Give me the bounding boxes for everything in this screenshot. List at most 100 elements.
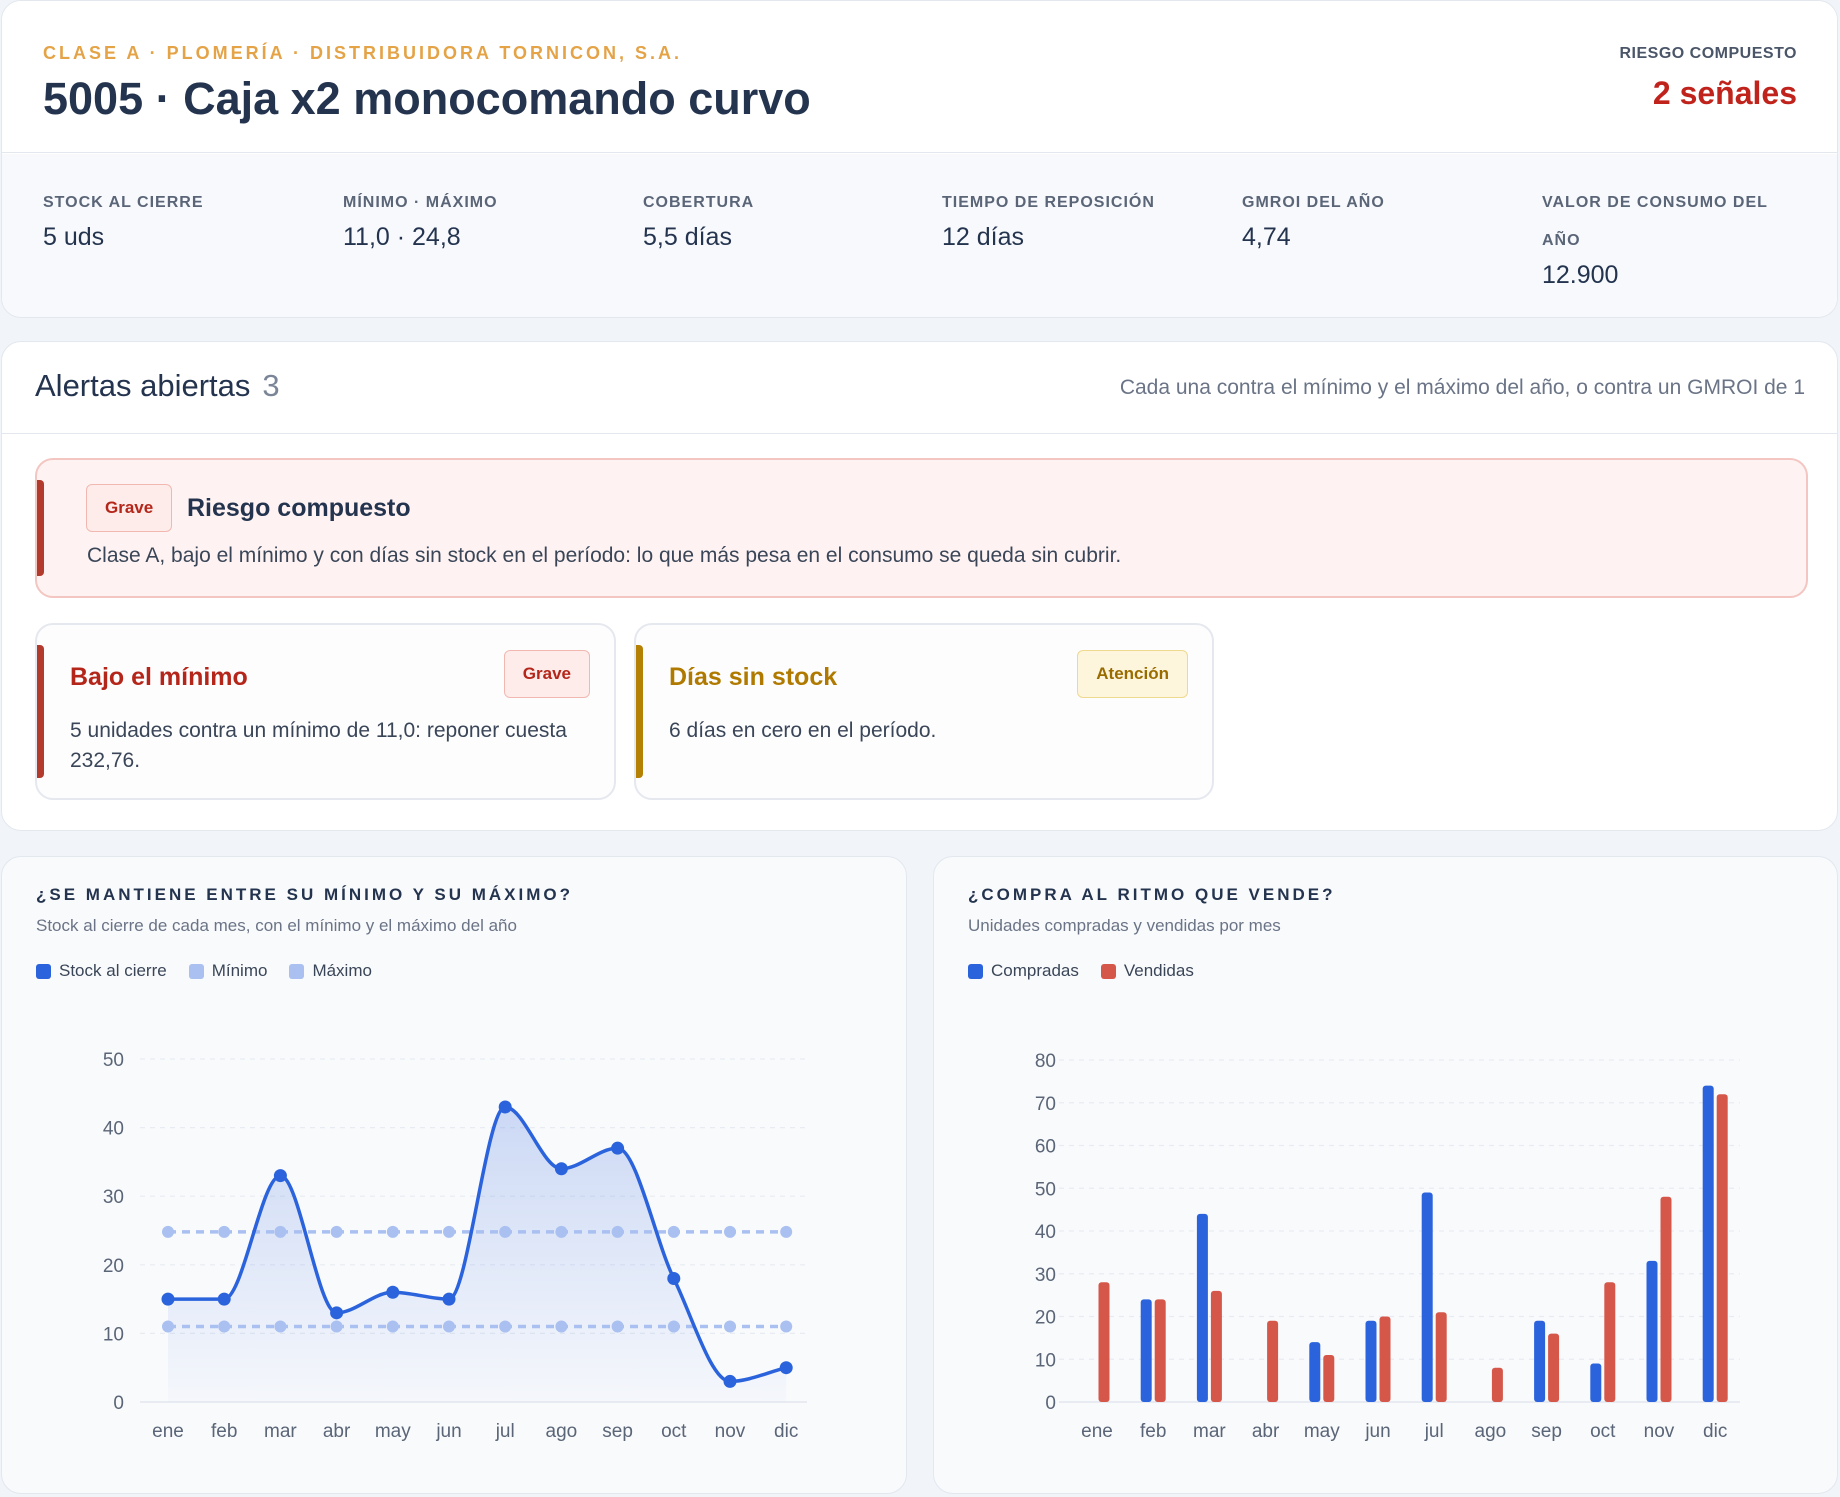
legend-swatch: [188, 963, 204, 979]
alert-dias-sin-stock[interactable]: Días sin stock Atención 6 días en cero e…: [634, 623, 1214, 800]
kpi-label: GMROI DEL AÑO: [1242, 194, 1385, 211]
legend-item-stock[interactable]: Stock al cierre: [36, 961, 167, 981]
severity-bar: [636, 645, 643, 778]
risk-label: RIESGO COMPUESTO: [1619, 45, 1797, 62]
alerts-card: Alertas abiertas 3 Cada una contra el mín…: [1, 341, 1838, 831]
x-tick-label: mar: [1193, 1421, 1226, 1442]
kpi-label: COBERTURA: [643, 194, 755, 211]
alert-bajo-minimo[interactable]: Bajo el mínimo Grave 5 unidades contra u…: [35, 623, 616, 800]
minimo-point: [611, 1320, 624, 1333]
stock-point: [386, 1285, 400, 1299]
minimo-point: [274, 1320, 287, 1333]
alerts-count: 3: [262, 368, 280, 403]
maximo-point: [611, 1225, 624, 1238]
kpi-gmroi: GMROI DEL AÑO 4,74: [1242, 184, 1512, 252]
bar-compradas: [1421, 1192, 1433, 1402]
kpi-value: 12.900: [1542, 261, 1619, 289]
maximo-point: [780, 1225, 793, 1238]
kpi-label: VALOR DE CONSUMO DEL AÑO: [1542, 194, 1768, 249]
legend-item-vendidas[interactable]: Vendidas: [1100, 961, 1194, 981]
alerts-title-text: Alertas abiertas: [35, 368, 251, 403]
x-tick-label: abr: [323, 1421, 351, 1442]
x-tick-label: ago: [1475, 1421, 1507, 1442]
x-tick-label: sep: [602, 1421, 633, 1442]
bar-vendidas: [1660, 1196, 1672, 1402]
y-tick-label: 50: [1035, 1179, 1056, 1200]
x-tick-label: nov: [715, 1421, 746, 1442]
legend-label: Stock al cierre: [59, 961, 167, 980]
stock-chart: 0 10 20 30 40 50 ene feb mar abr may jun jul ago sep oc…: [103, 1050, 807, 1442]
bar-vendidas: [1379, 1316, 1391, 1402]
bar-vendidas: [1210, 1290, 1222, 1402]
y-tick-label: 30: [103, 1187, 124, 1208]
bar-compradas: [1140, 1299, 1152, 1402]
legend-swatch: [1100, 963, 1116, 979]
bar-compradas: [1365, 1320, 1377, 1402]
kpi-value: 5 uds: [43, 223, 105, 251]
legend-item-compradas[interactable]: Compradas: [968, 961, 1079, 981]
compras-chart: 0 10 20 30 40 50 60 70 80 ene feb mar abr may jun jul ag…: [1035, 1051, 1740, 1442]
legend-item-minimo[interactable]: Mínimo: [188, 961, 267, 981]
x-tick-label: feb: [211, 1421, 237, 1442]
severity-badge: Grave: [503, 650, 590, 698]
x-tick-label: jun: [1364, 1421, 1390, 1442]
chart-title: ¿COMPRA AL RITMO QUE VENDE?: [968, 885, 1336, 904]
alert-description: Clase A, bajo el mínimo y con días sin s…: [87, 544, 1122, 567]
minimo-point: [162, 1320, 174, 1333]
maximo-point: [162, 1225, 174, 1238]
risk-value: 2 señales: [1652, 75, 1797, 111]
alert-riesgo-compuesto[interactable]: Grave Riesgo compuesto Clase A, bajo el …: [35, 458, 1808, 598]
x-tick-label: mar: [264, 1421, 297, 1442]
minimo-point: [218, 1320, 231, 1333]
x-tick-label: jul: [1424, 1421, 1444, 1442]
minimo-point: [724, 1320, 736, 1333]
bar-vendidas: [1491, 1367, 1503, 1402]
alerts-note: Cada una contra el mínimo y el máximo de…: [1119, 376, 1805, 399]
item-header-card: CLASE A · PLOMERÍA · DISTRIBUIDORA TORNI…: [1, 0, 1838, 318]
compras-chart-card: 0 10 20 30 40 50 60 70 80 ene feb mar abr may jun jul ag…: [933, 856, 1838, 1494]
bar-compradas: [1702, 1085, 1714, 1402]
chart-legend: Stock al cierre Mínimo Máximo: [36, 961, 372, 981]
kpi-label: STOCK AL CIERRE: [43, 194, 204, 211]
item-header: CLASE A · PLOMERÍA · DISTRIBUIDORA TORNI…: [2, 1, 1837, 153]
legend-swatch: [289, 963, 305, 979]
chart-title: ¿SE MANTIENE ENTRE SU MÍNIMO Y SU MÁXIMO…: [36, 885, 574, 904]
alerts-title: Alertas abiertas 3: [35, 368, 280, 404]
bar-compradas: [1309, 1342, 1321, 1402]
x-tick-label: sep: [1531, 1421, 1562, 1442]
bar-vendidas: [1267, 1320, 1279, 1402]
kpi-valor-consumo: VALOR DE CONSUMO DEL AÑO 12.900: [1542, 184, 1802, 290]
x-tick-label: nov: [1644, 1421, 1675, 1442]
y-tick-label: 30: [1035, 1265, 1056, 1286]
alert-description: 5 unidades contra un mínimo de 11,0: rep…: [70, 719, 567, 772]
y-tick-label: 20: [103, 1256, 124, 1277]
item-title: 5005 · Caja x2 monocomando curvo: [43, 73, 811, 124]
x-tick-label: oct: [661, 1421, 687, 1442]
legend-swatch: [36, 963, 51, 979]
stock-point: [498, 1100, 512, 1114]
x-tick-label: dic: [1703, 1421, 1727, 1442]
y-tick-label: 0: [113, 1393, 124, 1414]
kpi-min-max: MÍNIMO · MÁXIMO 11,0 · 24,8: [343, 184, 613, 252]
y-tick-label: 0: [1045, 1393, 1056, 1414]
minimo-point: [330, 1320, 343, 1333]
stock-point: [217, 1292, 231, 1306]
item-eyebrow: CLASE A · PLOMERÍA · DISTRIBUIDORA TORNI…: [43, 43, 683, 63]
y-tick-label: 40: [103, 1119, 124, 1140]
chart-subtitle: Stock al cierre de cada mes, con el míni…: [36, 916, 517, 935]
stock-point: [723, 1374, 737, 1388]
alert-title: Días sin stock: [669, 663, 838, 691]
y-tick-label: 70: [1035, 1094, 1056, 1115]
bar-vendidas: [1154, 1299, 1166, 1402]
maximo-point: [386, 1225, 399, 1238]
legend-item-maximo[interactable]: Máximo: [289, 961, 372, 981]
bar-vendidas: [1323, 1354, 1335, 1402]
minimo-point: [443, 1320, 455, 1333]
x-tick-label: may: [375, 1421, 411, 1442]
x-tick-label: abr: [1252, 1421, 1280, 1442]
maximo-point: [724, 1225, 736, 1238]
y-tick-label: 40: [1035, 1222, 1056, 1243]
stock-area: [168, 1107, 787, 1402]
minimo-point: [386, 1320, 399, 1333]
stock-point: [330, 1306, 344, 1320]
